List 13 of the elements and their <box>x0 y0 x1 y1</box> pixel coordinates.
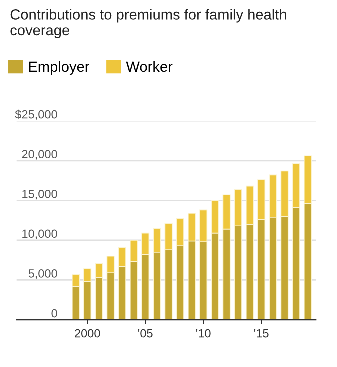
y-tick-label: 0 <box>52 309 58 318</box>
legend-label: Employer <box>29 61 90 75</box>
x-tick-label: '15 <box>254 329 269 338</box>
y-tick-label: 20,000 <box>22 150 58 160</box>
y-tick-label: 10,000 <box>22 230 58 240</box>
y-tick-label: 15,000 <box>22 190 58 200</box>
legend-label: Worker <box>126 61 173 72</box>
x-tick-label: '05 <box>138 329 153 338</box>
y-tick-label: $25,000 <box>15 110 58 120</box>
y-tick-label: 5,000 <box>28 270 58 280</box>
x-tick-label: '10 <box>196 329 211 338</box>
chart-title: Contributions to premiums for family health coverage <box>10 9 286 38</box>
x-tick-label: 2000 <box>75 329 100 338</box>
